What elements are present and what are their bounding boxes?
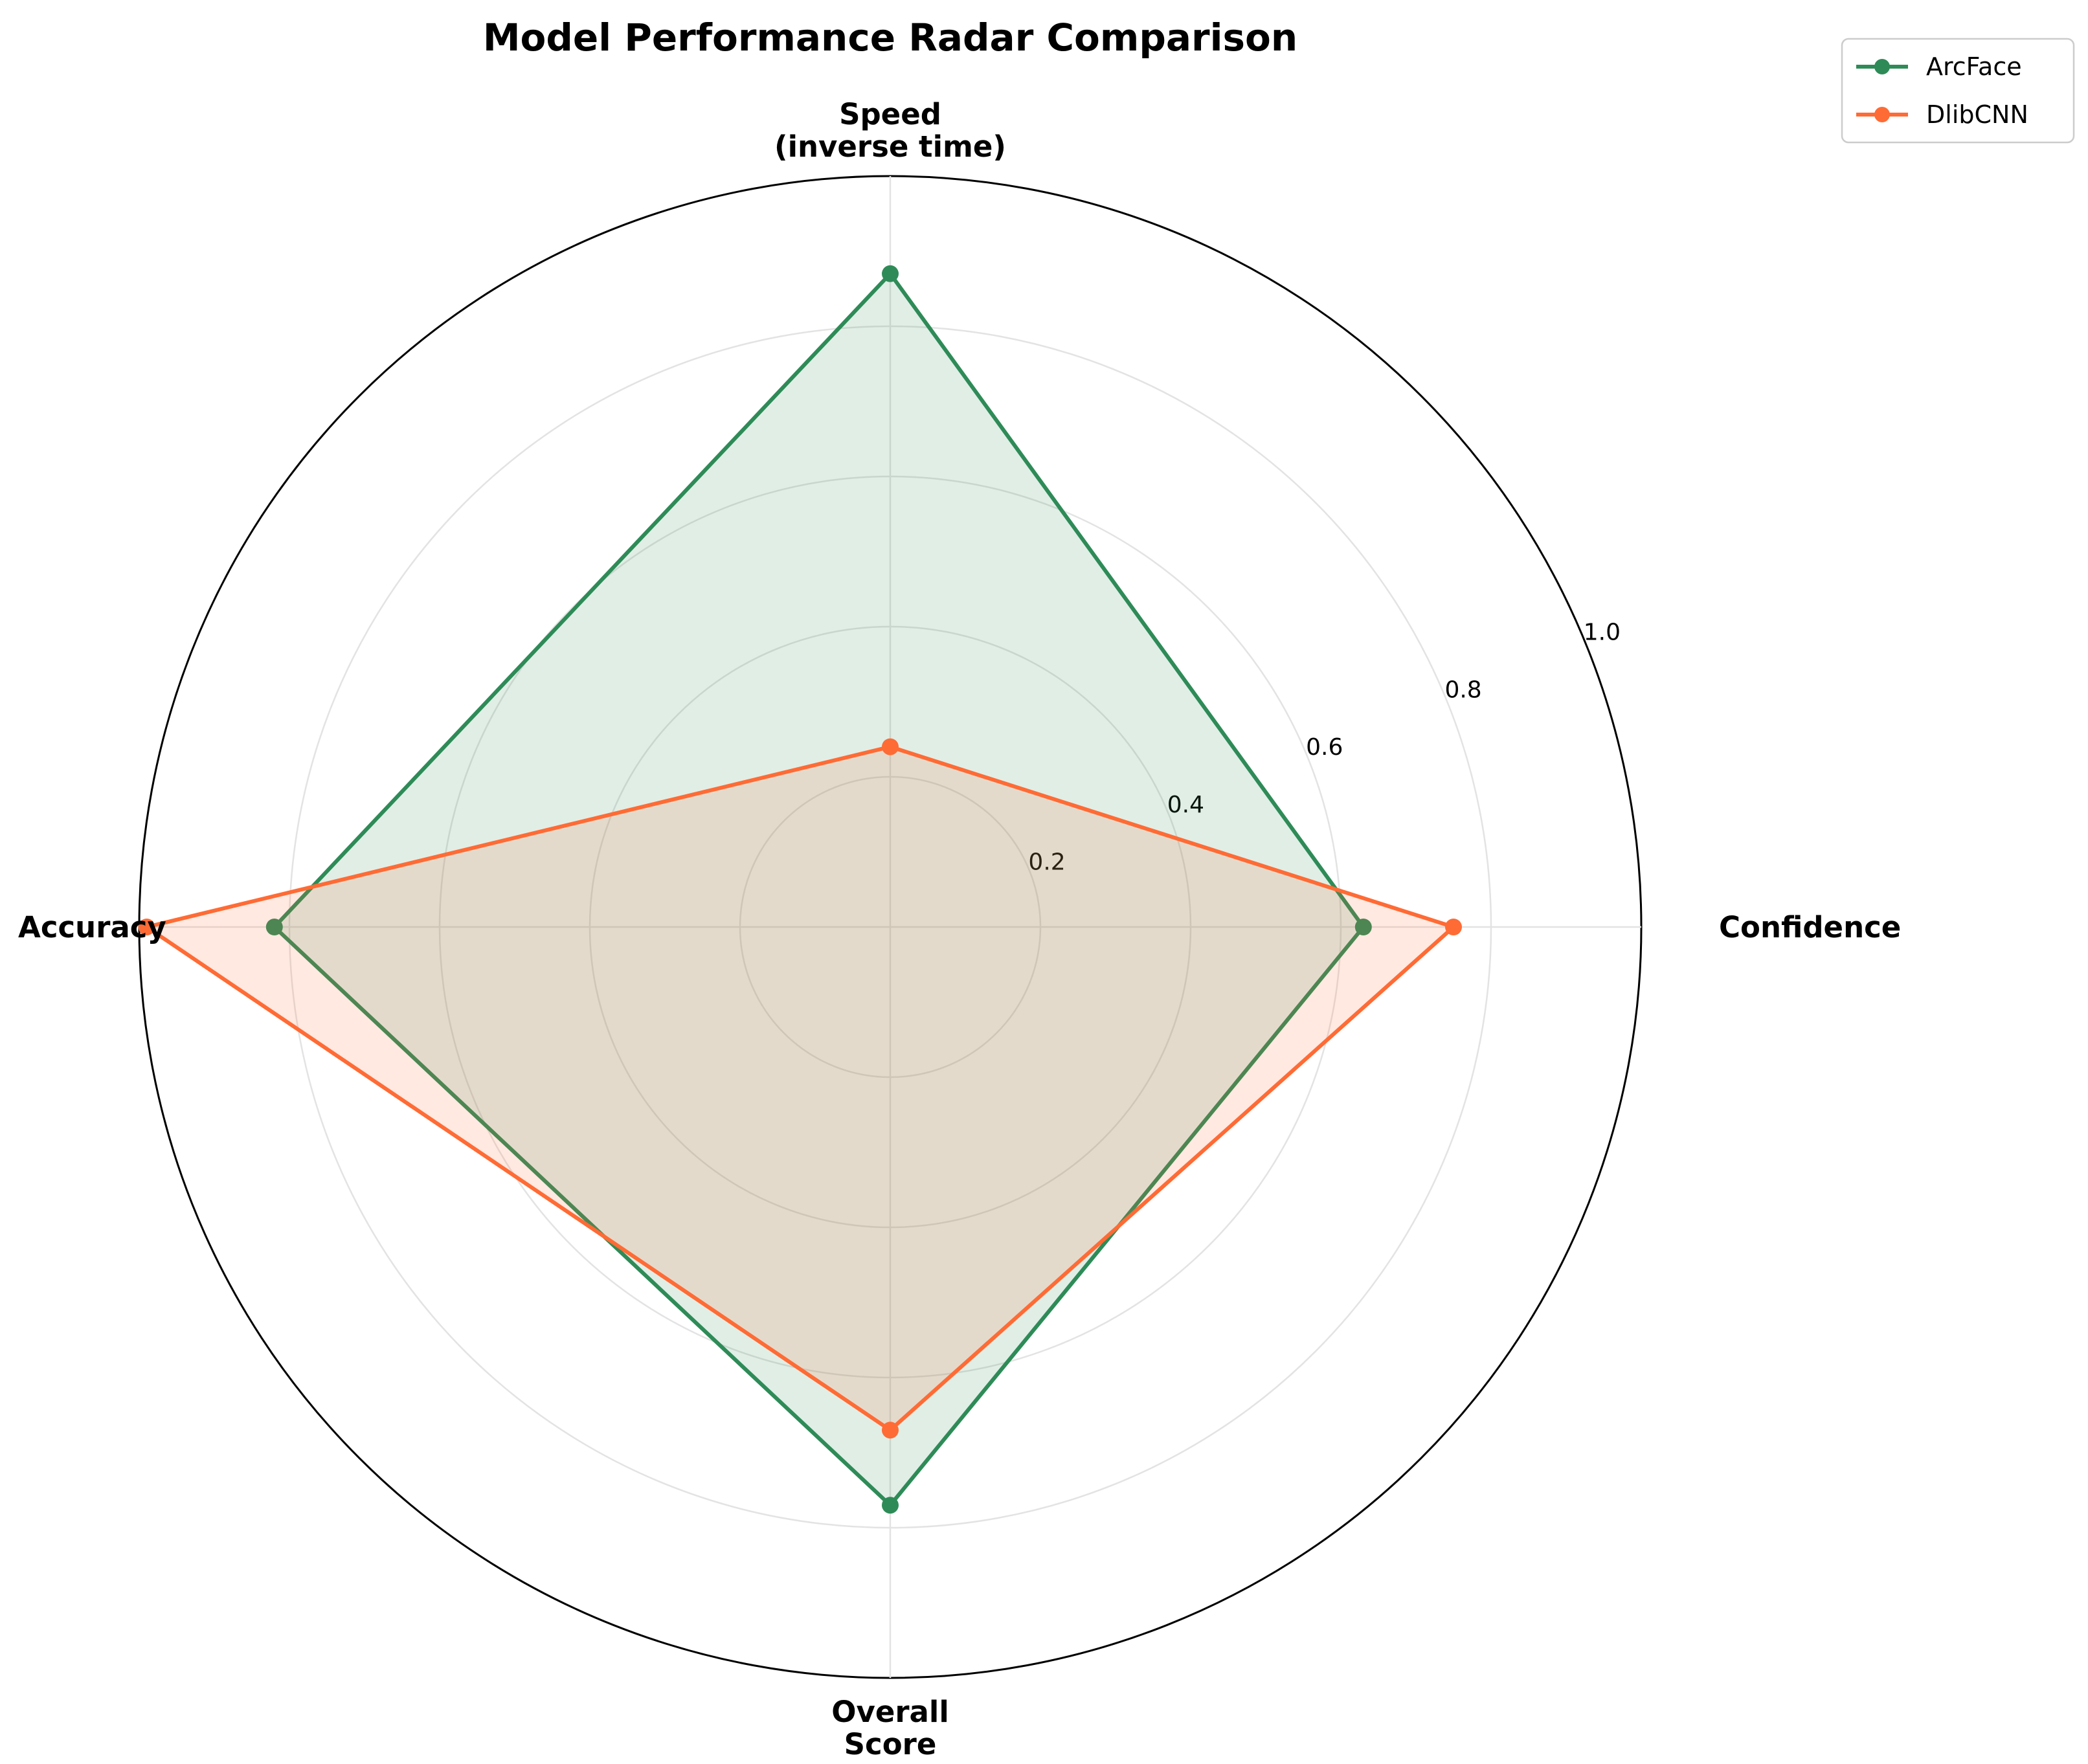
- data-point: [138, 919, 155, 935]
- r-tick-label: 0.2: [1028, 849, 1065, 876]
- data-point: [882, 1497, 899, 1514]
- legend-item-dlibcnn: DlibCNN: [1856, 100, 2028, 129]
- legend-label: DlibCNN: [1926, 100, 2028, 129]
- axis-label-line: Accuracy: [18, 910, 166, 944]
- axis-label-line: Score: [844, 1727, 937, 1761]
- series-dlibcnn: [138, 738, 1462, 1439]
- r-tick-label: 0.4: [1167, 792, 1204, 818]
- legend: ArcFace DlibCNN: [1841, 38, 2075, 144]
- legend-item-arcface: ArcFace: [1856, 52, 2022, 81]
- axis-label-line: Confidence: [1719, 910, 1901, 944]
- data-point: [265, 919, 283, 935]
- data-point: [882, 1422, 899, 1439]
- axis-label: Confidence: [1719, 910, 1901, 944]
- axis-label: Overall Score: [831, 1695, 949, 1761]
- axis-labels: Speed (inverse time) Confidence Overall Scor…: [18, 97, 1901, 1761]
- data-point: [1354, 919, 1372, 935]
- axis-label-line: Overall: [831, 1695, 949, 1729]
- r-tick-label: 0.6: [1306, 734, 1343, 761]
- legend-marker: [1874, 59, 1890, 74]
- data-point: [882, 265, 899, 282]
- axis-label: Speed (inverse time): [774, 97, 1006, 164]
- series-fill: [146, 746, 1454, 1431]
- legend-label: ArcFace: [1926, 52, 2022, 81]
- axis-label: Accuracy: [18, 910, 166, 944]
- series-layer: [138, 265, 1462, 1514]
- axis-label-line: Speed: [839, 97, 941, 131]
- chart-title: Model Performance Radar Comparison: [483, 16, 1297, 60]
- r-tick-label: 1.0: [1584, 620, 1621, 646]
- series-fill: [274, 273, 1364, 1506]
- data-point: [882, 738, 899, 755]
- axis-label-line: (inverse time): [774, 129, 1006, 164]
- legend-marker: [1874, 107, 1890, 122]
- r-tick-label: 0.8: [1444, 676, 1481, 703]
- series-arcface: [265, 265, 1372, 1514]
- data-point: [1445, 919, 1462, 935]
